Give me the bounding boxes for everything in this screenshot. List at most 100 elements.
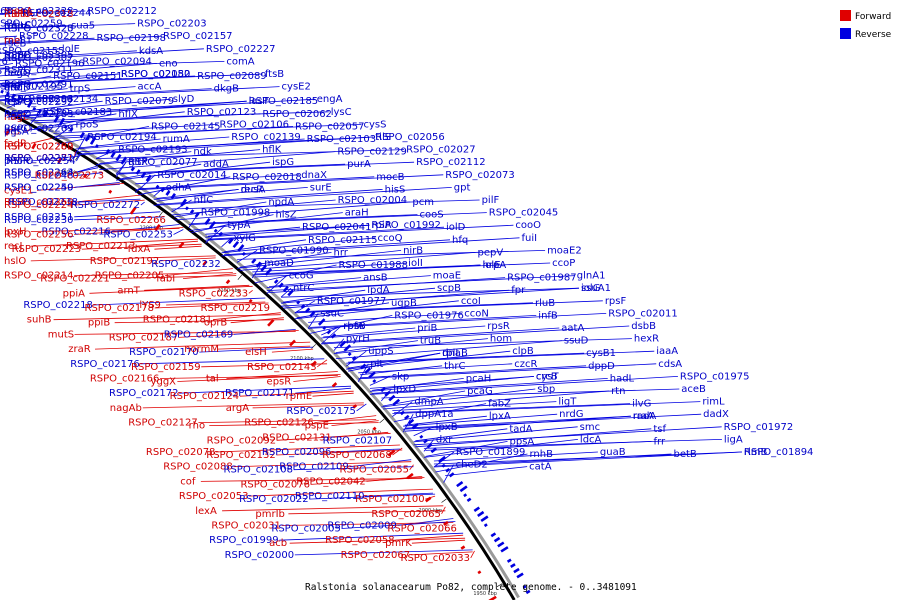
label-connector <box>0 73 119 81</box>
label-connector <box>57 126 294 139</box>
label-connector <box>6 98 315 118</box>
gene-feature <box>145 174 152 182</box>
gene-label: pepV <box>478 247 504 258</box>
gene-feature <box>37 109 42 114</box>
scale-tick-label: 2250 kbp <box>57 170 81 176</box>
legend-label-forward: Forward <box>855 12 891 22</box>
label-connector <box>402 414 414 433</box>
label-connector <box>205 224 226 244</box>
gene-label: dmpA <box>414 397 443 408</box>
gene-feature <box>180 198 187 207</box>
gene-label: RSPO_c02218 <box>23 300 93 311</box>
gene-label: dnaB <box>442 348 468 359</box>
gene-label: RSPO_c02311 <box>4 65 74 76</box>
gene-feature <box>516 572 524 579</box>
gene-label: nagZ <box>4 109 30 120</box>
label-connector <box>266 275 288 294</box>
gene-feature <box>154 223 161 232</box>
gene-label: RSPO_c02080 <box>121 69 191 80</box>
gene-label: RSPO_c02291 <box>4 80 74 91</box>
gene-label: RSPO_c01976 <box>394 310 464 321</box>
label-connector <box>279 532 464 541</box>
gene-label: hexR <box>634 334 659 345</box>
gene-feature <box>448 472 455 478</box>
label-connector <box>78 138 161 149</box>
gene-label: argA <box>226 403 249 414</box>
gene-label: RSPO_c02230 <box>4 215 74 226</box>
label-connector <box>74 331 296 335</box>
gene-feature <box>419 434 424 439</box>
gene-label: RSPO_c02124 <box>170 391 240 402</box>
gene-label: RSPO_c02157 <box>163 31 233 42</box>
label-connector <box>308 313 463 323</box>
gene-label: iolG <box>581 283 600 294</box>
gene-label: phnP <box>0 69 2 80</box>
gene-feature <box>317 318 326 326</box>
gene-label: hflC <box>194 195 214 206</box>
label-connector <box>10 100 247 120</box>
gene-label: rpoS <box>76 119 99 130</box>
gene-label: ppsA <box>510 436 535 447</box>
gene-label: RSPO_c02213 <box>66 241 136 252</box>
gene-label: RSPO_c02193 <box>118 145 188 156</box>
gene-feature <box>209 221 217 229</box>
gene-label: RSPO_c02088 <box>163 462 233 473</box>
gene-feature <box>129 206 137 215</box>
gene-label: RSPO_c02305 <box>4 50 74 61</box>
gene-label: glnA1 <box>577 271 606 282</box>
label-connector <box>140 358 325 365</box>
label-connector <box>53 124 218 134</box>
gene-feature <box>490 532 497 538</box>
gene-label: fadR <box>4 138 27 149</box>
label-connector <box>200 478 423 482</box>
gene-feature <box>84 134 91 142</box>
gene-feature <box>331 382 338 388</box>
gene-features <box>0 89 531 600</box>
gene-feature <box>384 390 391 397</box>
label-connector <box>348 352 441 372</box>
label-connector <box>199 346 314 353</box>
label-connector <box>135 174 444 191</box>
gene-label: RSPO_c02155 <box>0 46 64 57</box>
gene-feature <box>387 449 396 457</box>
gene-label: radA <box>633 411 657 422</box>
gene-feature <box>232 241 240 249</box>
gene-label: RSPO_c02123 <box>187 107 257 118</box>
gene-label: RSPO_c02216 <box>42 227 112 238</box>
gene-label: RSPO_c02256 <box>4 230 74 241</box>
legend-label-reverse: Reverse <box>855 30 892 40</box>
gene-label: RSPO_c02228 <box>19 31 89 42</box>
gene-label: rbfA <box>343 321 364 332</box>
gene-label: RSPO_c02262 <box>4 141 74 152</box>
gene-feature <box>95 144 99 149</box>
label-connector <box>89 285 253 294</box>
label-connector <box>171 199 336 216</box>
label-connector <box>135 174 156 194</box>
gene-label: RSPO_c02223 <box>12 244 82 255</box>
gene-label: RSPO_c02011 <box>608 308 678 319</box>
label-connector <box>371 378 464 391</box>
gene-label: iaaA <box>656 346 678 357</box>
gene-label: mobA <box>4 9 33 20</box>
label-connector <box>233 329 296 335</box>
gene-label: RSPO_c02212 <box>87 6 157 17</box>
gene-label: nagAb <box>110 403 142 414</box>
label-connector <box>266 275 431 288</box>
gene-label: RSPO_c02253 <box>103 230 173 241</box>
gene-label: RSPO_c02045 <box>489 208 559 219</box>
gene-label: hflX <box>118 109 138 120</box>
gene-label: addA <box>203 159 229 170</box>
gene-label: trpS <box>70 84 91 95</box>
gene-label: arnT <box>117 285 140 296</box>
gene-feature <box>31 142 37 150</box>
gene-feature <box>407 418 415 425</box>
label-connector <box>205 224 370 235</box>
label-connector <box>369 376 678 395</box>
label-connector <box>310 315 537 328</box>
label-connector <box>136 240 198 247</box>
gene-feature <box>79 131 85 139</box>
gene-feature <box>388 394 396 402</box>
label-connector <box>154 302 269 309</box>
gene-label: RSPO_c02224 <box>4 200 74 211</box>
gene-label: RSPO_c02131 <box>262 432 332 443</box>
